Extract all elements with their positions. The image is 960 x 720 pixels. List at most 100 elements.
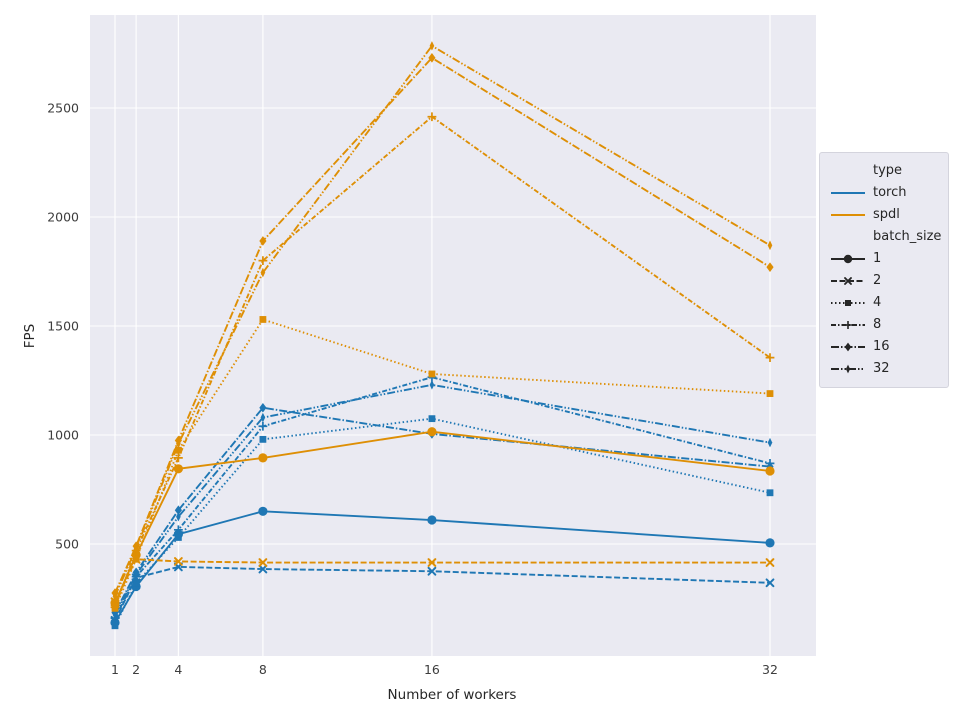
legend-label: 16 bbox=[873, 339, 890, 354]
legend-entry-1: 1 bbox=[830, 248, 938, 270]
legend-swatch bbox=[831, 254, 865, 264]
square-marker bbox=[428, 370, 436, 378]
plus-marker bbox=[173, 525, 183, 535]
circle-marker bbox=[258, 453, 268, 463]
diamond-marker bbox=[428, 53, 436, 63]
legend-entry-16: 16 bbox=[830, 336, 938, 358]
legend-swatch bbox=[831, 277, 865, 285]
circle-marker bbox=[765, 538, 775, 548]
y-tick-label: 2000 bbox=[47, 210, 79, 225]
series-line bbox=[114, 565, 771, 621]
series-torch-batch-4 bbox=[111, 415, 774, 630]
thin-diamond-marker bbox=[260, 412, 266, 423]
legend-label: spdl bbox=[873, 207, 900, 222]
square-marker bbox=[259, 435, 267, 443]
series-line bbox=[114, 56, 771, 594]
legend-entry-torch: torch bbox=[830, 182, 938, 204]
diamond-icon bbox=[844, 342, 852, 352]
legend-entry-2: 2 bbox=[830, 270, 938, 292]
x-marker bbox=[427, 566, 437, 576]
x-icon bbox=[844, 277, 852, 285]
legend-entry-32: 32 bbox=[830, 358, 938, 380]
x-tick-label: 32 bbox=[762, 662, 778, 677]
series-line bbox=[114, 406, 771, 614]
legend-entry-type: type bbox=[830, 160, 938, 182]
square-icon bbox=[845, 300, 851, 306]
legend-label: 8 bbox=[873, 317, 882, 332]
legend-label: torch bbox=[873, 185, 907, 200]
plus-marker bbox=[173, 453, 183, 463]
legend-label: batch_size bbox=[873, 229, 942, 244]
square-marker bbox=[111, 622, 119, 630]
circle-marker bbox=[258, 506, 268, 516]
square-marker bbox=[259, 316, 267, 323]
series-line bbox=[114, 510, 771, 623]
y-tick-label: 1500 bbox=[47, 319, 79, 334]
thin-diamond-icon bbox=[845, 364, 851, 374]
legend-label: 4 bbox=[873, 295, 882, 310]
diamond-marker bbox=[259, 236, 267, 246]
plus-marker bbox=[258, 256, 268, 266]
circle-marker bbox=[427, 427, 437, 437]
series-line bbox=[114, 558, 770, 603]
legend-swatch bbox=[831, 364, 865, 374]
x-marker bbox=[765, 558, 775, 567]
legend-label: type bbox=[873, 163, 903, 178]
x-marker bbox=[258, 564, 268, 574]
legend-entry-batch_size: batch_size bbox=[830, 226, 942, 248]
x-tick-label: 4 bbox=[174, 662, 182, 677]
legend-swatch bbox=[831, 300, 865, 306]
circle-icon bbox=[843, 254, 853, 264]
series-line bbox=[114, 376, 771, 619]
diamond-marker bbox=[766, 262, 774, 272]
x-marker bbox=[173, 557, 183, 566]
x-tick-label: 2 bbox=[132, 662, 140, 677]
circle-marker bbox=[427, 515, 437, 525]
legend-label: 32 bbox=[873, 361, 890, 376]
plus-marker bbox=[427, 112, 437, 122]
square-marker bbox=[174, 446, 182, 454]
series-line bbox=[114, 383, 771, 616]
square-marker bbox=[132, 579, 140, 587]
thin-diamond-marker bbox=[429, 41, 435, 51]
legend-entry-8: 8 bbox=[830, 314, 938, 336]
square-marker bbox=[766, 489, 774, 497]
circle-marker bbox=[173, 464, 183, 474]
circle-marker bbox=[765, 466, 775, 476]
series-line bbox=[114, 318, 771, 609]
x-tick-label: 1 bbox=[111, 662, 119, 677]
legend-swatch bbox=[831, 192, 865, 194]
legend-swatch bbox=[831, 214, 865, 216]
plus-marker bbox=[110, 602, 120, 612]
square-marker bbox=[174, 534, 182, 541]
legend-label: 1 bbox=[873, 251, 882, 266]
square-marker bbox=[766, 390, 774, 397]
legend-entry-4: 4 bbox=[830, 292, 938, 314]
y-tick-label: 2500 bbox=[47, 101, 79, 116]
y-tick-label: 1000 bbox=[47, 428, 79, 443]
diamond-marker bbox=[174, 505, 182, 516]
x-marker bbox=[427, 558, 437, 567]
legend-label: 2 bbox=[873, 273, 882, 288]
thin-diamond-marker bbox=[112, 591, 118, 602]
x-tick-label: 16 bbox=[424, 662, 440, 677]
thin-diamond-marker bbox=[429, 380, 435, 390]
thin-diamond-marker bbox=[260, 267, 266, 278]
plus-marker bbox=[258, 421, 268, 431]
square-marker bbox=[428, 415, 436, 423]
legend-swatch bbox=[831, 321, 865, 329]
x-axis-label: Number of workers bbox=[387, 687, 517, 703]
plus-icon bbox=[844, 321, 852, 329]
x-marker bbox=[765, 578, 775, 588]
legend: type torch spdl batch_size 1 2 4 8 16 32 bbox=[819, 152, 949, 388]
x-tick-label: 8 bbox=[259, 662, 267, 677]
y-tick-label: 500 bbox=[55, 537, 79, 552]
x-marker bbox=[258, 558, 268, 567]
plot-area bbox=[90, 15, 816, 656]
y-axis-label: FPS bbox=[22, 323, 38, 349]
legend-swatch bbox=[831, 342, 865, 352]
square-marker bbox=[132, 555, 140, 563]
series-line bbox=[114, 44, 771, 597]
